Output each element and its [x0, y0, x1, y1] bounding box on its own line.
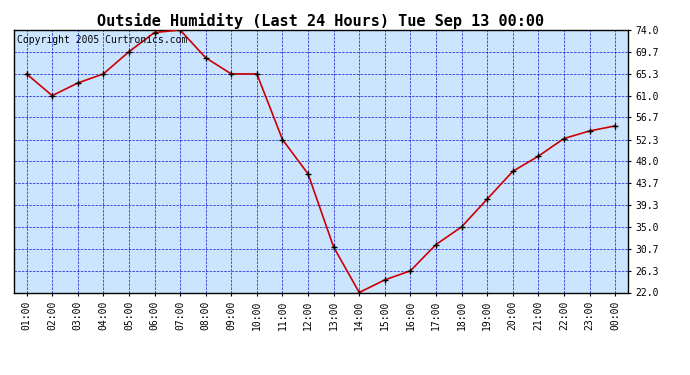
Title: Outside Humidity (Last 24 Hours) Tue Sep 13 00:00: Outside Humidity (Last 24 Hours) Tue Sep… [97, 13, 544, 29]
Text: Copyright 2005 Curtronics.com: Copyright 2005 Curtronics.com [17, 35, 187, 45]
